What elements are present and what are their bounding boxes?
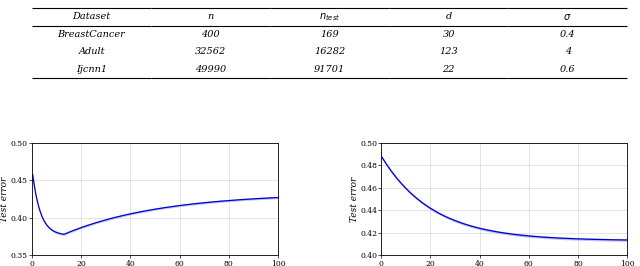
Y-axis label: Test error: Test error <box>349 176 358 222</box>
Y-axis label: Test error: Test error <box>0 176 10 222</box>
